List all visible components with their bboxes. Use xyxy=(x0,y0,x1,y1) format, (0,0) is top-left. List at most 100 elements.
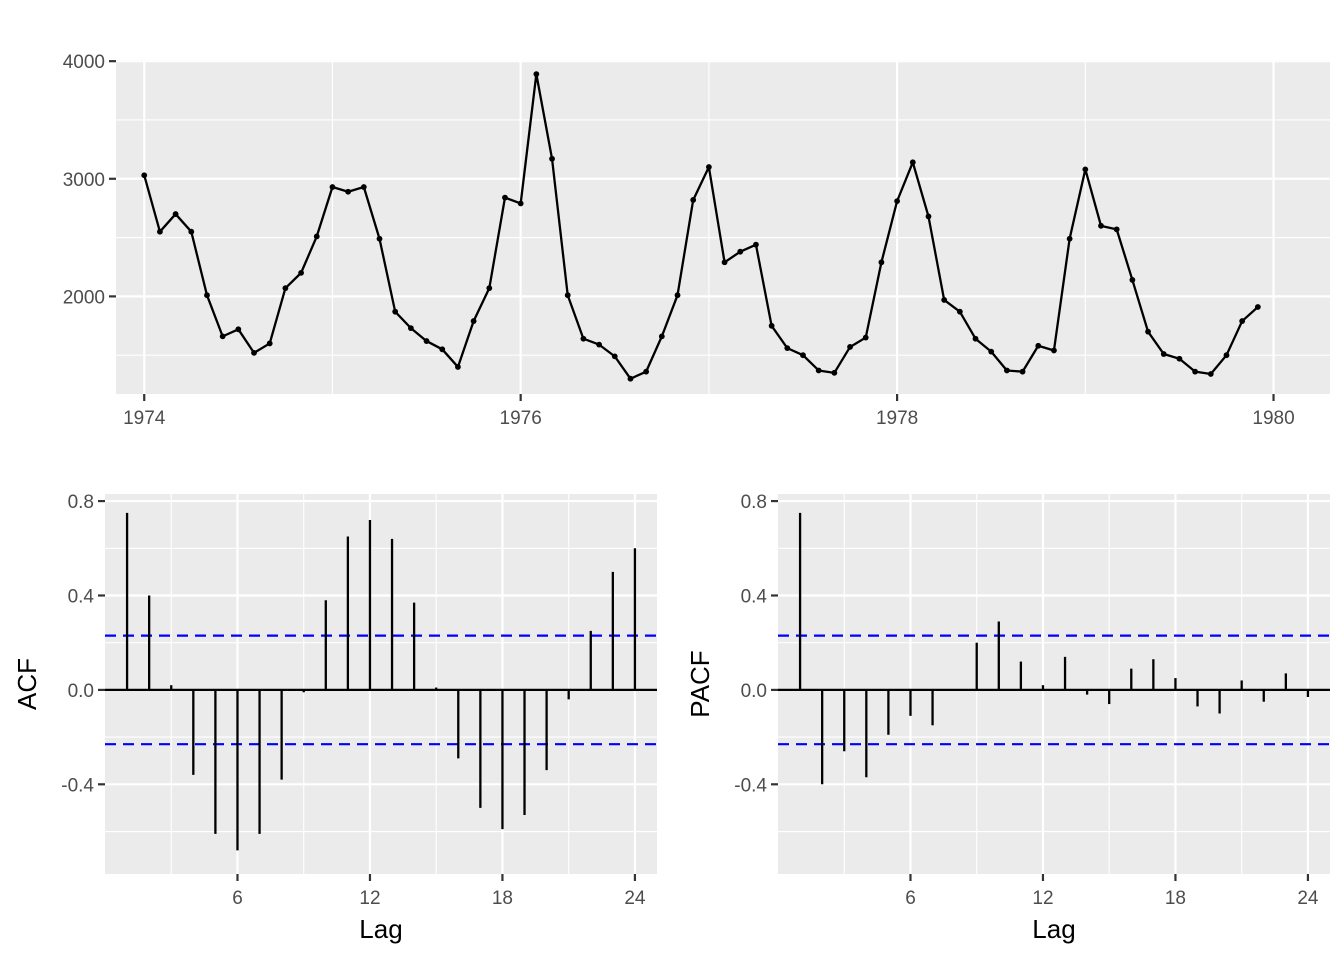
data-point xyxy=(1082,166,1089,173)
data-point xyxy=(611,353,618,360)
data-point xyxy=(407,325,414,332)
data-point xyxy=(1192,368,1199,375)
data-point xyxy=(878,259,885,266)
data-point xyxy=(345,188,352,195)
data-point xyxy=(172,211,179,217)
data-point xyxy=(1176,355,1183,362)
data-point xyxy=(329,184,336,190)
data-point xyxy=(988,348,995,355)
y-tick-label: 0.4 xyxy=(68,586,95,607)
data-point xyxy=(251,349,257,356)
panel-background xyxy=(116,60,1330,394)
y-tick-label: 0.4 xyxy=(741,586,768,607)
data-point xyxy=(1160,351,1167,357)
data-point xyxy=(1113,226,1120,233)
data-point xyxy=(1223,352,1230,359)
x-axis-title: Lag xyxy=(1032,914,1075,944)
pacf-panel: -0.4 0.0 0.4 0.8 6 12 18 24 Lag PACF xyxy=(685,492,1330,944)
data-point xyxy=(1254,304,1261,310)
data-point xyxy=(784,345,791,352)
data-point xyxy=(564,292,571,299)
y-tick-label: -0.4 xyxy=(734,775,767,796)
data-point xyxy=(141,172,148,179)
data-point xyxy=(580,335,587,342)
data-point xyxy=(925,213,932,220)
data-point xyxy=(862,334,869,341)
y-tick-label: -0.4 xyxy=(61,775,94,796)
data-point xyxy=(1003,367,1010,374)
panel-background xyxy=(105,494,657,874)
series-line xyxy=(143,72,1259,380)
y-tick-label: 3000 xyxy=(63,170,105,191)
data-point xyxy=(596,341,602,348)
data-point xyxy=(956,308,963,315)
data-point xyxy=(298,269,304,276)
data-point xyxy=(1145,328,1151,335)
data-point xyxy=(533,71,540,78)
time-series-panel: 2000 3000 4000 1974 1976 1978 1980 xyxy=(63,52,1330,429)
data-point xyxy=(705,164,712,170)
y-tick-label: 4000 xyxy=(63,52,105,73)
y-tick-label: 0.0 xyxy=(68,681,94,702)
data-point xyxy=(768,322,775,329)
data-point xyxy=(1066,235,1073,242)
data-point xyxy=(517,200,524,207)
data-point xyxy=(690,197,697,203)
x-tick-label: 24 xyxy=(1297,888,1319,909)
data-point xyxy=(204,292,210,299)
data-point xyxy=(1129,277,1136,283)
data-point xyxy=(847,344,853,350)
data-point xyxy=(470,318,477,324)
data-point xyxy=(376,235,383,242)
data-point xyxy=(737,248,744,255)
y-tick-label: 2000 xyxy=(63,287,105,308)
data-point xyxy=(219,333,226,340)
data-point xyxy=(800,352,806,359)
data-point xyxy=(909,159,916,166)
data-point xyxy=(235,326,242,333)
data-point xyxy=(1051,347,1057,354)
data-point xyxy=(941,297,948,303)
data-point xyxy=(313,233,320,240)
panel-background xyxy=(778,494,1330,874)
data-point xyxy=(1239,318,1246,324)
data-point xyxy=(549,155,555,162)
data-point xyxy=(753,241,759,248)
x-tick-label: 12 xyxy=(1032,888,1053,909)
data-point xyxy=(972,335,979,342)
y-axis-title: ACF xyxy=(12,658,42,710)
x-tick-label: 6 xyxy=(232,888,243,909)
x-axis-title: Lag xyxy=(359,914,402,944)
acf-panel: -0.4 0.0 0.4 0.8 6 12 18 24 Lag ACF xyxy=(12,492,657,944)
data-point xyxy=(266,340,273,347)
x-tick-label: 18 xyxy=(1165,888,1186,909)
data-point xyxy=(188,228,195,235)
data-point xyxy=(439,346,446,353)
y-tick-label: 0.0 xyxy=(741,681,767,702)
data-point xyxy=(455,364,461,370)
x-tick-label: 12 xyxy=(359,888,380,909)
data-point xyxy=(674,292,681,299)
data-point xyxy=(392,308,399,315)
data-point xyxy=(894,198,901,205)
data-point xyxy=(831,369,838,376)
data-point xyxy=(360,184,367,190)
data-point xyxy=(627,375,634,382)
y-tick-label: 0.8 xyxy=(741,492,767,513)
data-point xyxy=(423,338,430,344)
data-point xyxy=(1098,222,1104,229)
x-tick-label: 24 xyxy=(624,888,646,909)
data-point xyxy=(282,285,289,292)
data-point xyxy=(815,367,822,374)
x-tick-label: 1980 xyxy=(1252,408,1294,429)
data-point xyxy=(1207,371,1214,377)
x-tick-label: 18 xyxy=(492,888,513,909)
x-tick-label: 6 xyxy=(905,888,916,909)
data-point xyxy=(1019,368,1026,375)
data-point xyxy=(502,194,508,201)
data-point xyxy=(721,259,728,266)
y-tick-label: 0.8 xyxy=(68,492,94,513)
data-point xyxy=(658,333,665,340)
